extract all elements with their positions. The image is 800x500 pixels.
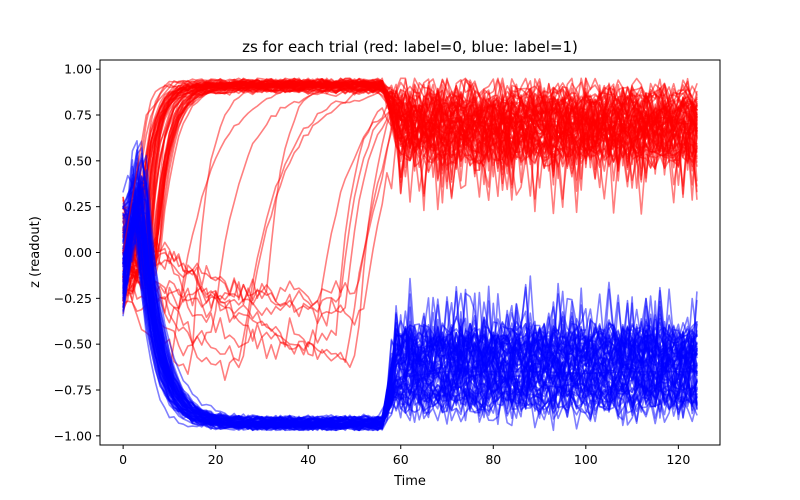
- chart-title: zs for each trial (red: label=0, blue: l…: [242, 38, 578, 56]
- x-tick-label: 0: [119, 452, 127, 467]
- series-line: [122, 80, 698, 249]
- x-tick-label: 20: [208, 452, 224, 467]
- series-line: [122, 85, 698, 261]
- y-tick-label: 0.75: [64, 108, 92, 123]
- series-line: [122, 152, 698, 428]
- y-tick-label: 0.25: [64, 199, 92, 214]
- x-axis-title: Time: [393, 474, 426, 489]
- series-line: [122, 181, 698, 432]
- y-tick-label: −0.75: [54, 383, 92, 398]
- y-tick-label: 0.50: [64, 153, 92, 168]
- series-line: [122, 218, 698, 432]
- x-tick-label: 40: [300, 452, 316, 467]
- x-axis: 0 20 40 60 80 100 120: [119, 445, 690, 467]
- y-tick-label: 0.00: [64, 245, 92, 260]
- x-tick-label: 120: [666, 452, 690, 467]
- series-line: [122, 182, 698, 426]
- series-line: [122, 81, 698, 281]
- y-tick-label: 1.00: [64, 62, 92, 77]
- series-line: [122, 83, 698, 254]
- trace-group: [122, 77, 698, 432]
- series-line: [122, 77, 698, 282]
- y-tick-label: −0.25: [54, 291, 92, 306]
- y-tick-label: −0.50: [54, 337, 92, 352]
- series-line: [122, 140, 698, 432]
- y-tick-label: −1.00: [54, 428, 92, 443]
- series-line: [122, 211, 698, 429]
- y-axis-title: z (readout): [28, 216, 43, 288]
- series-line: [122, 233, 698, 426]
- series-line: [122, 173, 698, 429]
- x-tick-label: 100: [574, 452, 598, 467]
- series-line: [122, 77, 698, 278]
- x-tick-label: 60: [393, 452, 409, 467]
- x-tick-label: 80: [485, 452, 501, 467]
- y-axis: −1.00 −0.75 −0.50 −0.25 0.00 0.25 0.50 0.75 1.00: [54, 62, 100, 443]
